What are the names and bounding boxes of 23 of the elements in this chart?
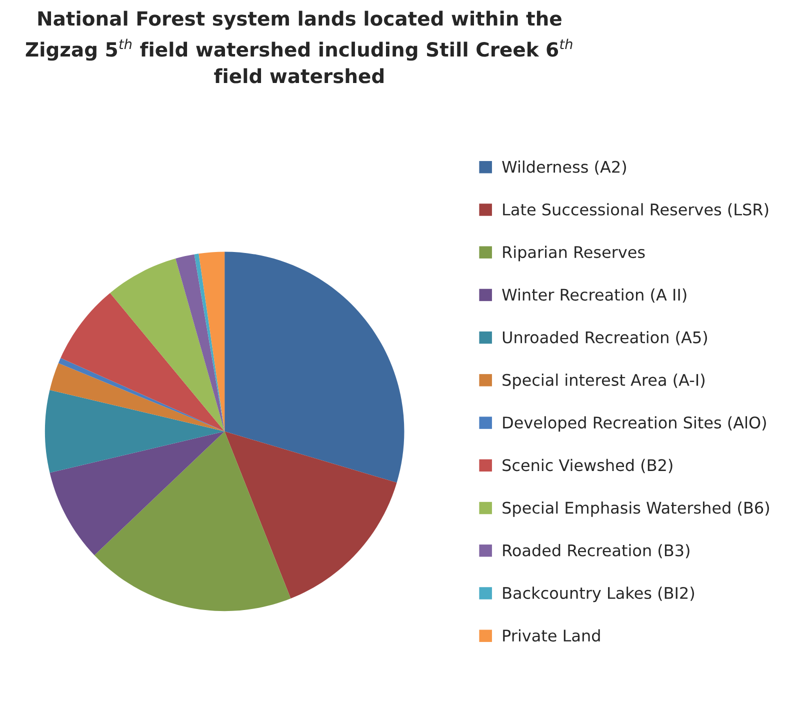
legend-label: Unroaded Recreation (A5) [502, 330, 707, 346]
pie-slice [224, 252, 404, 483]
legend-label: Special Emphasis Watershed (B6) [502, 501, 769, 517]
legend-label: Riparian Reserves [503, 246, 645, 262]
legend-label: Private Land [503, 629, 600, 642]
pie-slice [194, 254, 225, 432]
legend-label: Roaded Recreation (B3) [503, 544, 690, 558]
pie-slice [60, 292, 225, 432]
legend-label: Scenic Viewshed (B2) [502, 458, 672, 474]
legend-label: Wilderness (A2) [502, 160, 626, 175]
pie-slice [44, 390, 225, 473]
legend-label: Late Successional Reserves (LSR) [503, 203, 768, 218]
pie-slice [110, 258, 225, 432]
chart-title: National Forest system lands located within the Zigzag 5$^{th}$ field watershed including Still Creek 6$^{th}$ field watershed [26, 10, 572, 84]
pie-slice [50, 431, 225, 556]
pie-slice [198, 252, 225, 432]
legend-label: Backcountry Lakes (BI2) [503, 586, 694, 602]
pie-slice [176, 254, 225, 432]
pie-slice [224, 431, 397, 598]
legend-label: Developed Recreation Sites (AlO) [503, 416, 766, 432]
pie-slice [94, 431, 291, 612]
legend-label: Special interest Area (A-I) [502, 374, 704, 390]
legend-label: Winter Recreation (A II) [502, 288, 686, 303]
